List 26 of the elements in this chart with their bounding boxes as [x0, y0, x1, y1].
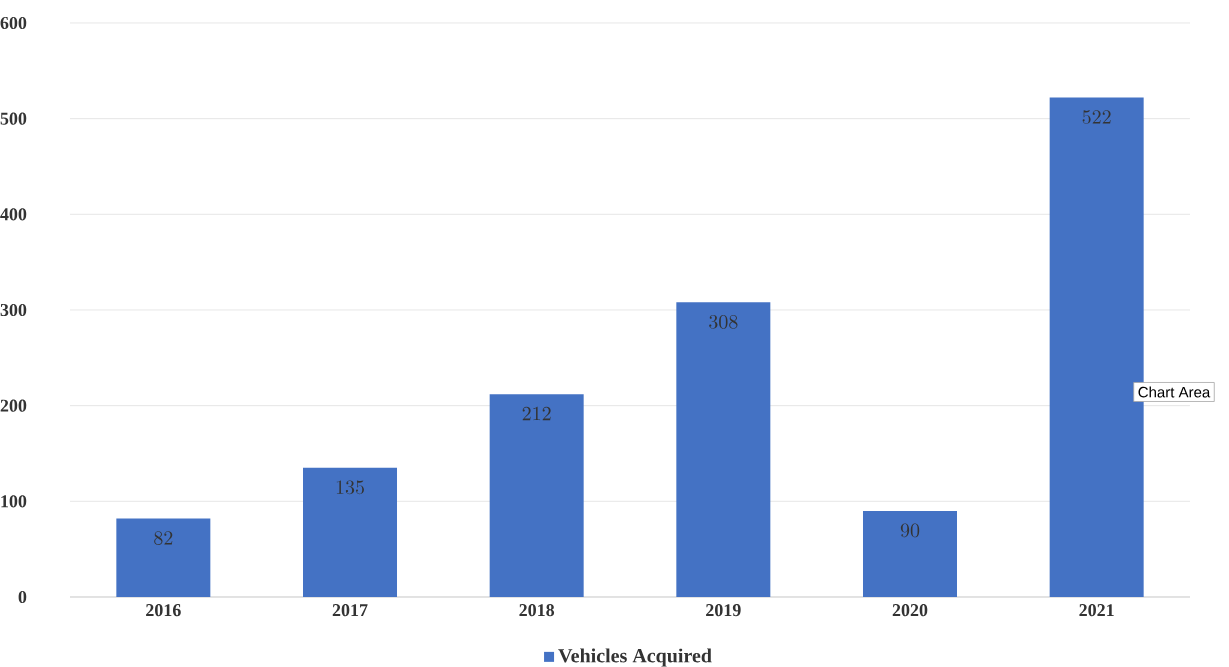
data-label: 522 [1082, 110, 1111, 124]
legend-label: Vehicles Acquired [558, 648, 712, 667]
data-label: 90 [900, 523, 920, 538]
bar [116, 518, 211, 597]
bar [489, 394, 584, 597]
data-label: 82 [154, 531, 173, 545]
data-label: 308 [709, 314, 738, 329]
y-tick-label: 400 [0, 208, 27, 221]
bar [863, 510, 957, 597]
annotation: Chart Area [1138, 386, 1211, 398]
bar [676, 302, 771, 597]
x-tick-label: 2020 [892, 604, 928, 617]
y-tick-label: 0 [18, 590, 27, 604]
y-tick-label: 300 [0, 303, 27, 317]
y-tick-label: 100 [1, 495, 27, 508]
y-tick-label: 200 [0, 399, 27, 412]
y-tick-label: 600 [0, 16, 27, 30]
x-tick-label: 2018 [519, 604, 555, 617]
data-label: 135 [336, 480, 364, 495]
bar [303, 467, 398, 597]
y-tick-label: 500 [0, 112, 27, 125]
x-tick-label: 2016 [146, 604, 181, 617]
data-label: 212 [522, 406, 551, 421]
x-tick-label: 2017 [332, 604, 368, 617]
x-tick-label: 2019 [706, 604, 741, 617]
x-tick-label: 2021 [1079, 604, 1114, 617]
